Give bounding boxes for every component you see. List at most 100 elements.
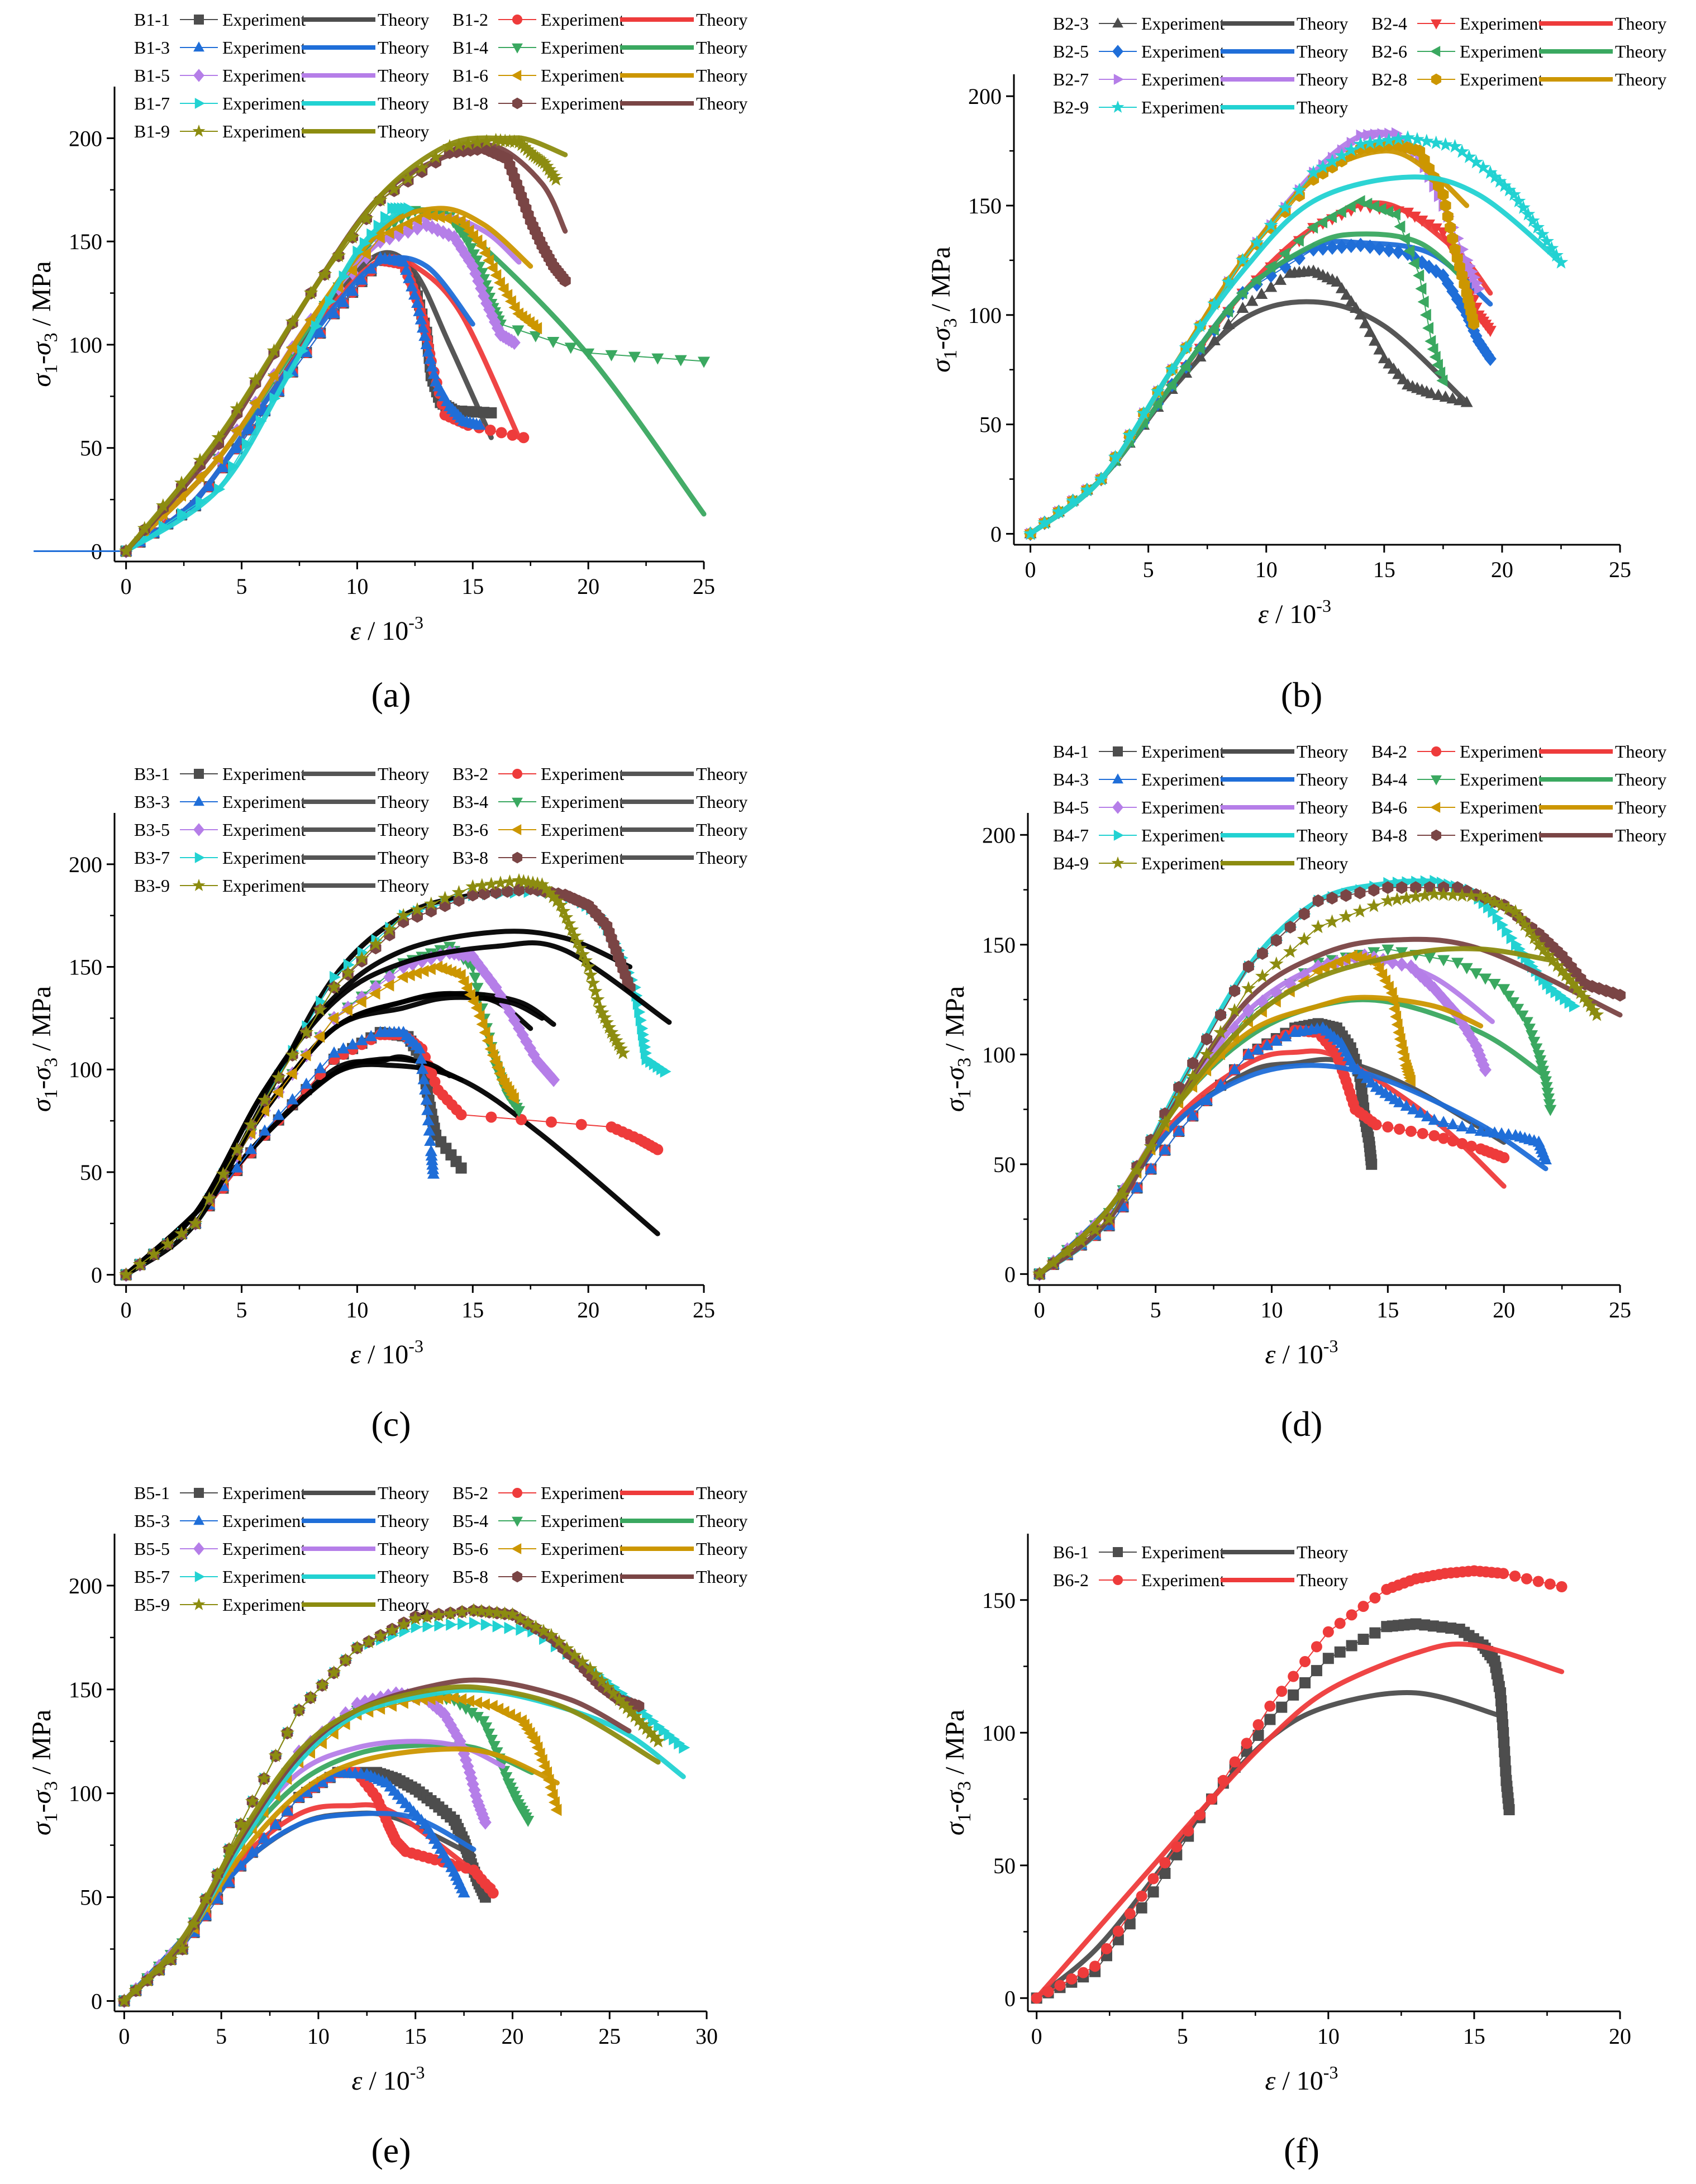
- experiment-point-B4-9: [1060, 1244, 1075, 1258]
- experiment-point-B1-6: [497, 283, 509, 296]
- x-tick-label: 10: [346, 1297, 368, 1322]
- legend-series-name: B2-3: [1053, 13, 1089, 34]
- experiment-point-B5-7: [480, 1618, 492, 1631]
- experiment-point-B2-6: [1307, 221, 1318, 234]
- legend-theory-label: Theory: [378, 764, 429, 784]
- x-tick-label: 5: [1143, 557, 1154, 582]
- experiment-point-B4-9: [1417, 888, 1432, 902]
- experiment-point-B3-9: [230, 1142, 245, 1156]
- experiment-point-B6-1: [1322, 1653, 1334, 1664]
- experiment-point-B6-1: [1147, 1886, 1159, 1898]
- experiment-point-B4-9: [1562, 972, 1577, 986]
- experiment-point-B3-9: [578, 953, 593, 967]
- experiment-point-B4-9: [1227, 1003, 1242, 1017]
- experiment-point-B4-9: [1473, 888, 1488, 903]
- experiment-point-B3-9: [244, 1117, 258, 1131]
- experiment-point-B2-6: [1389, 208, 1400, 221]
- experiment-point-B4-3: [1187, 1109, 1199, 1121]
- legend-exp-marker: [194, 15, 204, 25]
- legend-experiment-label: Experiment: [1141, 41, 1225, 61]
- experiment-point-B2-9: [1535, 227, 1550, 241]
- experiment-point-B4-9: [1555, 963, 1569, 977]
- experiment-point-B1-9: [523, 145, 537, 159]
- experiment-point-B2-8: [1445, 221, 1456, 234]
- experiment-point-B4-3: [1200, 1093, 1213, 1105]
- y-tick-label: 50: [80, 436, 102, 461]
- experiment-point-B4-9: [1157, 1115, 1173, 1129]
- experiment-point-B3-6: [285, 1067, 297, 1080]
- experiment-point-B3-9: [502, 874, 517, 888]
- experiment-point-B3-7: [343, 958, 355, 971]
- experiment-point-B2-9: [1264, 217, 1279, 232]
- experiment-point-B1-6: [433, 211, 445, 223]
- experiment-point-B3-2: [485, 1111, 497, 1123]
- experiment-point-B5-3: [323, 1771, 336, 1782]
- experiment-point-B2-7: [1370, 129, 1381, 141]
- series-B5-9: [117, 1603, 665, 2007]
- experiment-point-B4-9: [1480, 892, 1495, 906]
- experiment-point-B4-3: [1456, 1120, 1469, 1132]
- legend-experiment-label: Experiment: [1141, 769, 1225, 789]
- experiment-point-B4-9: [1576, 989, 1591, 1004]
- experiment-point-B4-3: [1437, 1116, 1450, 1127]
- experiment-point-B2-5: [1383, 242, 1395, 258]
- experiment-point-B2-6: [1431, 359, 1443, 372]
- experiment-point-B4-4: [1526, 1030, 1538, 1041]
- experiment-point-B4-9: [1338, 909, 1354, 923]
- x-tick-label: 10: [307, 2024, 330, 2049]
- experiment-point-B6-1: [1276, 1701, 1288, 1713]
- experiment-point-B1-3: [411, 297, 423, 308]
- experiment-point-B3-8: [467, 888, 479, 902]
- experiment-point-B3-6: [417, 964, 429, 977]
- experiment-point-B1-2: [484, 424, 496, 436]
- experiment-point-B5-3: [223, 1876, 236, 1887]
- y-tick-label: 100: [69, 332, 102, 358]
- experiment-point-B4-9: [1550, 958, 1565, 972]
- experiment-point-B3-8: [513, 883, 525, 897]
- experiment-point-B3-3: [346, 1038, 359, 1050]
- legend-theory-label: Theory: [1297, 853, 1348, 873]
- experiment-point-B3-6: [476, 1018, 488, 1031]
- legend-experiment-label: Experiment: [222, 121, 306, 141]
- experiment-point-B2-6: [1434, 367, 1446, 379]
- experiment-point-B2-9: [1488, 169, 1503, 183]
- experiment-point-B2-9: [1316, 159, 1330, 173]
- legend-theory-label: Theory: [696, 792, 747, 812]
- legend-exp-marker: [194, 1488, 204, 1498]
- legend-series-name: B1-5: [134, 65, 170, 85]
- legend-series-name: B1-9: [134, 121, 170, 141]
- experiment-point-B1-9: [428, 149, 443, 164]
- experiment-point-B3-6: [473, 1010, 485, 1022]
- experiment-point-B4-4: [1470, 968, 1483, 980]
- experiment-point-B2-3: [1246, 294, 1259, 306]
- legend-exp-marker: [193, 1542, 204, 1555]
- experiment-point-B1-9: [137, 521, 152, 535]
- x-tick-label: 15: [1376, 1297, 1399, 1322]
- experiment-point-B1-3: [415, 313, 427, 325]
- experiment-point-B5-9: [385, 1622, 399, 1637]
- experiment-point-B1-9: [174, 475, 189, 489]
- y-axis-title: σ1-σ3 / MPa: [27, 986, 61, 1112]
- experiment-point-B5-4: [522, 1816, 535, 1827]
- experiment-point-B2-6: [1207, 323, 1219, 336]
- experiment-point-B3-3: [419, 1083, 432, 1095]
- experiment-point-B4-9: [1102, 1211, 1117, 1226]
- experiment-point-B4-3: [1539, 1153, 1552, 1164]
- chart-b: 0 5 10 15 20 25 0 50 100 150 200 ε / 10-3 σ1-σ3 / MP…: [926, 13, 1666, 715]
- experiment-point-B4-4: [1542, 1093, 1555, 1105]
- experiment-point-B6-1: [1499, 1755, 1511, 1767]
- experiment-point-B5-9: [594, 1673, 609, 1687]
- experiment-point-B5-9: [245, 1794, 260, 1808]
- experiment-point-B2-9: [1065, 493, 1080, 507]
- experiment-point-B3-9: [396, 908, 411, 922]
- legend-exp-marker: [1431, 746, 1441, 756]
- legend-theory-label: Theory: [696, 37, 747, 58]
- legend-experiment-label: Experiment: [222, 93, 306, 113]
- experiment-point-B4-9: [1531, 937, 1546, 951]
- experiment-point-B3-6: [458, 975, 469, 988]
- experiment-point-B2-6: [1403, 245, 1415, 258]
- experiment-point-B4-8: [1270, 934, 1282, 947]
- y-tick-label: 100: [982, 1720, 1016, 1745]
- experiment-point-B2-6: [1429, 350, 1441, 363]
- series-B5-3: [118, 1766, 477, 2006]
